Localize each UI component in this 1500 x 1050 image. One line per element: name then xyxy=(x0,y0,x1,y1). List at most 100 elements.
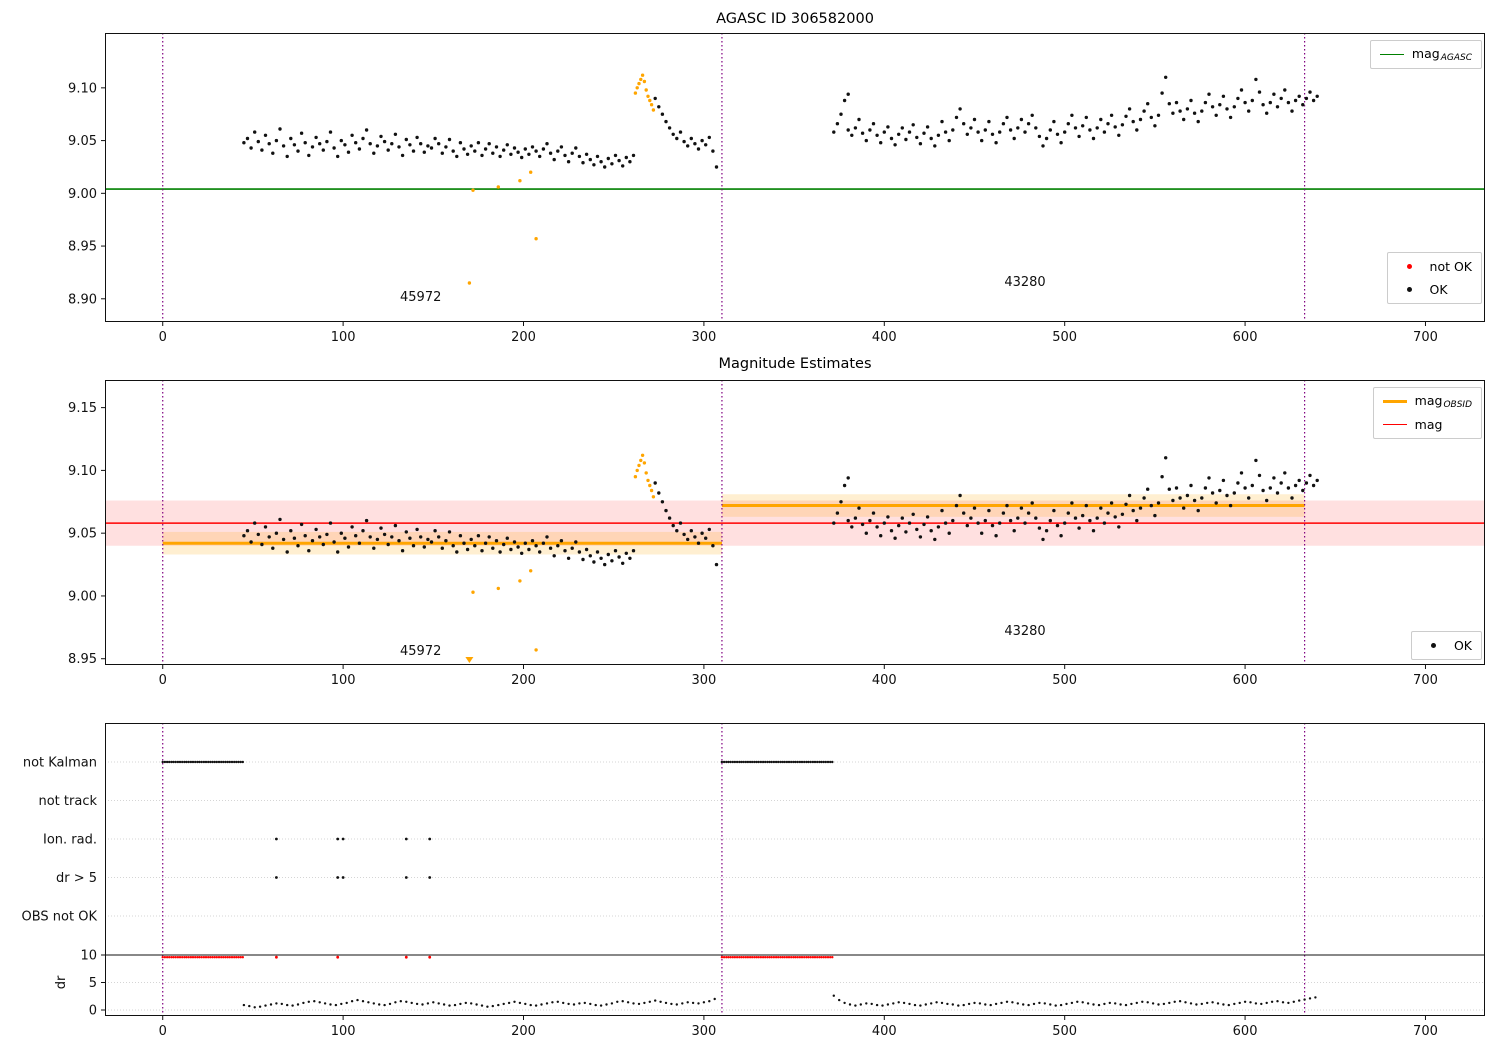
data-point xyxy=(1059,1003,1063,1007)
data-point xyxy=(846,128,850,132)
data-point xyxy=(563,153,567,158)
data-point xyxy=(368,535,372,539)
x-tick-label: 0 xyxy=(159,673,167,688)
data-point xyxy=(442,1003,446,1006)
data-point xyxy=(465,152,470,156)
data-point xyxy=(1008,128,1013,132)
data-point xyxy=(552,157,556,162)
data-point xyxy=(303,141,307,145)
data-point xyxy=(954,503,959,508)
data-point xyxy=(664,508,668,513)
data-point xyxy=(473,544,477,548)
data-point xyxy=(404,876,408,879)
data-point xyxy=(379,526,383,530)
x-tick-label: 100 xyxy=(331,1024,356,1039)
data-point xyxy=(1178,496,1182,500)
data-point xyxy=(667,126,672,130)
data-point xyxy=(660,112,665,116)
data-point xyxy=(556,149,560,153)
data-point xyxy=(1113,515,1117,519)
flag-row-label: not track xyxy=(38,794,97,809)
data-point xyxy=(292,536,297,540)
data-point xyxy=(714,165,719,169)
data-point xyxy=(621,1000,624,1003)
data-point xyxy=(444,539,448,543)
data-point xyxy=(678,130,683,134)
data-point xyxy=(1135,1001,1139,1005)
data-point xyxy=(572,1003,576,1006)
data-point xyxy=(520,155,524,160)
data-point xyxy=(1216,1002,1220,1005)
data-point xyxy=(473,149,477,153)
data-point xyxy=(1160,475,1164,479)
data-point xyxy=(512,146,517,150)
data-point xyxy=(689,529,693,533)
data-point xyxy=(1203,486,1208,490)
data-point xyxy=(1200,496,1204,500)
data-point xyxy=(1203,100,1208,105)
obsid-annotation: 45972 xyxy=(400,290,441,305)
data-point xyxy=(350,525,354,529)
data-point xyxy=(1192,111,1197,115)
data-point xyxy=(911,123,915,127)
data-point xyxy=(567,1002,570,1006)
data-point xyxy=(194,956,197,959)
data-point xyxy=(361,1000,365,1003)
data-point xyxy=(577,154,582,159)
data-point xyxy=(217,956,221,959)
data-point xyxy=(1135,518,1139,523)
data-point xyxy=(1196,508,1200,513)
data-point xyxy=(235,760,238,764)
data-point xyxy=(357,541,362,545)
data-point xyxy=(502,1002,505,1006)
data-point xyxy=(621,164,625,168)
data-point xyxy=(994,141,998,145)
data-point xyxy=(1281,1001,1285,1004)
data-point xyxy=(239,956,242,959)
data-point xyxy=(310,145,315,149)
data-point xyxy=(455,550,459,554)
data-point xyxy=(886,515,890,519)
data-point xyxy=(929,136,933,141)
data-point xyxy=(570,546,574,550)
data-point xyxy=(354,534,358,538)
data-point xyxy=(440,546,444,550)
data-point xyxy=(628,556,632,560)
x-tick-label: 600 xyxy=(1233,673,1258,688)
data-point xyxy=(226,760,229,764)
data-point xyxy=(361,529,365,533)
data-point xyxy=(390,142,394,146)
data-point xyxy=(163,760,167,764)
legend-item-mag-obsid: magOBSID xyxy=(1382,391,1472,412)
data-point xyxy=(826,956,830,959)
data-point xyxy=(1066,511,1070,515)
data-point xyxy=(189,760,193,764)
data-point xyxy=(505,536,509,540)
data-point xyxy=(800,956,804,959)
data-point xyxy=(1218,103,1222,107)
data-point xyxy=(242,534,246,538)
data-point xyxy=(202,956,206,959)
data-point xyxy=(1268,486,1273,490)
data-point xyxy=(639,458,643,463)
legend-label: mag xyxy=(1414,417,1443,432)
data-point xyxy=(534,544,538,548)
data-point xyxy=(686,1001,689,1004)
data-point xyxy=(864,138,868,143)
data-point xyxy=(1279,481,1283,485)
x-tick-label: 700 xyxy=(1413,673,1438,688)
data-point xyxy=(1249,1001,1252,1004)
data-point xyxy=(325,139,329,144)
data-point xyxy=(818,760,821,764)
data-point xyxy=(962,1003,965,1007)
data-point xyxy=(529,1003,532,1007)
green-line-swatch xyxy=(1379,54,1404,55)
data-point xyxy=(329,1003,332,1006)
y-tick-label: 8.90 xyxy=(68,292,97,307)
data-point xyxy=(807,760,810,764)
data-point xyxy=(857,506,861,510)
data-point xyxy=(1038,1001,1041,1005)
data-point xyxy=(426,1002,430,1005)
data-point xyxy=(805,956,808,959)
data-point xyxy=(628,160,632,164)
